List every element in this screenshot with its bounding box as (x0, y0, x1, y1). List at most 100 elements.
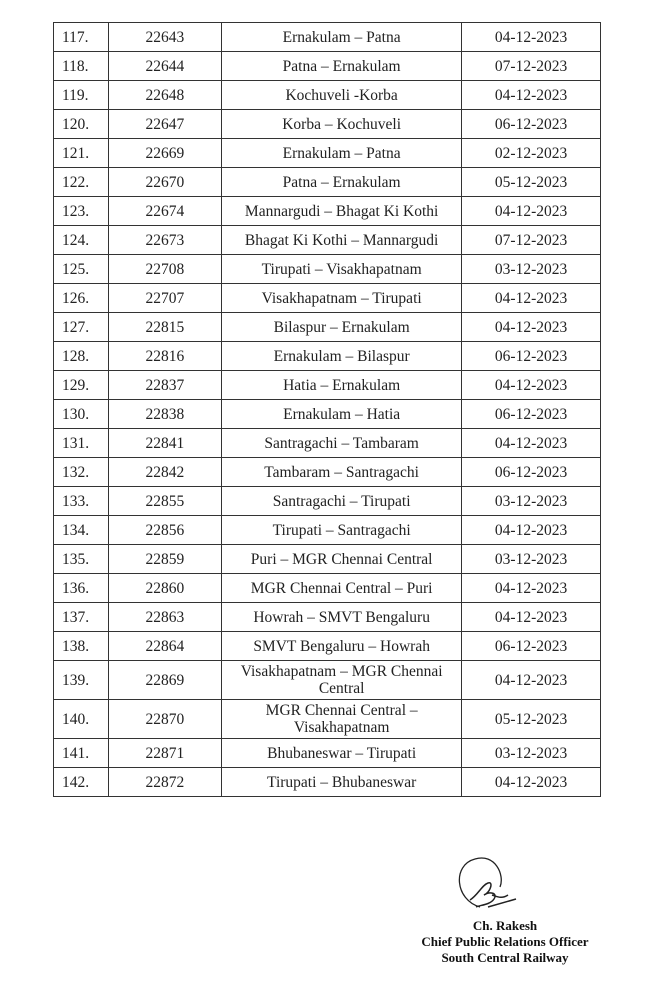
train-number-cell: 22670 (107, 167, 223, 197)
train-number-cell: 22837 (107, 370, 223, 400)
route-cell: Visakhapatnam – MGR Chennai Central (221, 660, 463, 700)
date-cell: 04-12-2023 (461, 80, 601, 110)
table-row: 142. 22872 Tirupati – Bhubaneswar 04-12-202… (53, 767, 601, 797)
table-row: 134. 22856 Tirupati – Santragachi 04-12-202… (53, 515, 601, 545)
train-number-cell: 22708 (107, 254, 223, 284)
train-number-cell: 22643 (107, 22, 223, 52)
table-row: 126. 22707 Visakhapatnam – Tirupati 04-12-2… (53, 283, 601, 313)
route-cell: Patna – Ernakulam (221, 51, 463, 81)
table-row: 127. 22815 Bilaspur – Ernakulam 04-12-2023 (53, 312, 601, 342)
date-cell: 04-12-2023 (461, 573, 601, 603)
table-row: 137. 22863 Howrah – SMVT Bengaluru 04-12-20… (53, 602, 601, 632)
route-cell: Ernakulam – Patna (221, 22, 463, 52)
route-cell: Visakhapatnam – Tirupati (221, 283, 463, 313)
train-number-cell: 22855 (107, 486, 223, 516)
route-cell: Tirupati – Visakhapatnam (221, 254, 463, 284)
train-number-cell: 22842 (107, 457, 223, 487)
route-cell: Bhubaneswar – Tirupati (221, 738, 463, 768)
table-row: 135. 22859 Puri – MGR Chennai Central 03-12… (53, 544, 601, 574)
date-cell: 05-12-2023 (461, 167, 601, 197)
serial-number-cell: 135. (53, 544, 109, 574)
route-cell: Tirupati – Bhubaneswar (221, 767, 463, 797)
train-schedule-table: 117. 22643 Ernakulam – Patna 04-12-2023 118.… (53, 22, 601, 797)
serial-number-cell: 134. (53, 515, 109, 545)
train-number-cell: 22648 (107, 80, 223, 110)
table-row: 131. 22841 Santragachi – Tambaram 04-12-202… (53, 428, 601, 458)
train-number-cell: 22707 (107, 283, 223, 313)
date-cell: 06-12-2023 (461, 399, 601, 429)
train-number-cell: 22816 (107, 341, 223, 371)
serial-number-cell: 140. (53, 699, 109, 739)
serial-number-cell: 130. (53, 399, 109, 429)
date-cell: 03-12-2023 (461, 254, 601, 284)
train-number-cell: 22647 (107, 109, 223, 139)
serial-number-cell: 139. (53, 660, 109, 700)
table-row: 117. 22643 Ernakulam – Patna 04-12-2023 (53, 22, 601, 52)
date-cell: 04-12-2023 (461, 767, 601, 797)
train-number-cell: 22864 (107, 631, 223, 661)
serial-number-cell: 123. (53, 196, 109, 226)
date-cell: 04-12-2023 (461, 515, 601, 545)
serial-number-cell: 127. (53, 312, 109, 342)
route-cell: Korba – Kochuveli (221, 109, 463, 139)
serial-number-cell: 124. (53, 225, 109, 255)
date-cell: 04-12-2023 (461, 660, 601, 700)
serial-number-cell: 137. (53, 602, 109, 632)
train-number-cell: 22673 (107, 225, 223, 255)
train-number-cell: 22859 (107, 544, 223, 574)
date-cell: 07-12-2023 (461, 225, 601, 255)
signature-block: Ch. Rakesh Chief Public Relations Office… (380, 918, 630, 966)
table-row: 130. 22838 Ernakulam – Hatia 06-12-2023 (53, 399, 601, 429)
table-body: 117. 22643 Ernakulam – Patna 04-12-2023 118.… (53, 22, 601, 797)
route-cell: Bhagat Ki Kothi – Mannargudi (221, 225, 463, 255)
route-cell: MGR Chennai Central – Visakhapatnam (221, 699, 463, 739)
train-number-cell: 22860 (107, 573, 223, 603)
date-cell: 06-12-2023 (461, 457, 601, 487)
train-number-cell: 22669 (107, 138, 223, 168)
signatory-name: Ch. Rakesh (472, 918, 538, 933)
date-cell: 04-12-2023 (461, 283, 601, 313)
train-number-cell: 22870 (107, 699, 223, 739)
table-row: 132. 22842 Tambaram – Santragachi 06-12-202… (53, 457, 601, 487)
train-number-cell: 22869 (107, 660, 223, 700)
table-row: 133. 22855 Santragachi – Tirupati 03-12-202… (53, 486, 601, 516)
table-row: 118. 22644 Patna – Ernakulam 07-12-2023 (53, 51, 601, 81)
serial-number-cell: 136. (53, 573, 109, 603)
route-cell: Howrah – SMVT Bengaluru (221, 602, 463, 632)
serial-number-cell: 120. (53, 109, 109, 139)
train-number-cell: 22838 (107, 399, 223, 429)
serial-number-cell: 118. (53, 51, 109, 81)
date-cell: 04-12-2023 (461, 196, 601, 226)
train-number-cell: 22856 (107, 515, 223, 545)
date-cell: 04-12-2023 (461, 312, 601, 342)
serial-number-cell: 141. (53, 738, 109, 768)
table-row: 139. 22869 Visakhapatnam – MGR Chennai Cen… (53, 660, 601, 700)
date-cell: 06-12-2023 (461, 631, 601, 661)
table-row: 141. 22871 Bhubaneswar – Tirupati 03-12-202… (53, 738, 601, 768)
serial-number-cell: 133. (53, 486, 109, 516)
route-cell: SMVT Bengaluru – Howrah (221, 631, 463, 661)
train-number-cell: 22815 (107, 312, 223, 342)
date-cell: 04-12-2023 (461, 428, 601, 458)
date-cell: 06-12-2023 (461, 109, 601, 139)
route-cell: Ernakulam – Bilaspur (221, 341, 463, 371)
serial-number-cell: 126. (53, 283, 109, 313)
date-cell: 03-12-2023 (461, 486, 601, 516)
route-cell: Ernakulam – Hatia (221, 399, 463, 429)
date-cell: 04-12-2023 (461, 22, 601, 52)
route-cell: Tambaram – Santragachi (221, 457, 463, 487)
route-cell: Ernakulam – Patna (221, 138, 463, 168)
route-cell: Mannargudi – Bhagat Ki Kothi (221, 196, 463, 226)
date-cell: 06-12-2023 (461, 341, 601, 371)
table-row: 125. 22708 Tirupati – Visakhapatnam 03-12-2… (53, 254, 601, 284)
route-cell: Santragachi – Tambaram (221, 428, 463, 458)
table-row: 120. 22647 Korba – Kochuveli 06-12-2023 (53, 109, 601, 139)
route-cell: Kochuveli -Korba (221, 80, 463, 110)
table-row: 123. 22674 Mannargudi – Bhagat Ki Kothi 04-… (53, 196, 601, 226)
serial-number-cell: 125. (53, 254, 109, 284)
serial-number-cell: 121. (53, 138, 109, 168)
route-cell: Santragachi – Tirupati (221, 486, 463, 516)
route-cell: Patna – Ernakulam (221, 167, 463, 197)
table-row: 136. 22860 MGR Chennai Central – Puri 04-12… (53, 573, 601, 603)
signatory-designation: Chief Public Relations Officer (421, 934, 589, 949)
